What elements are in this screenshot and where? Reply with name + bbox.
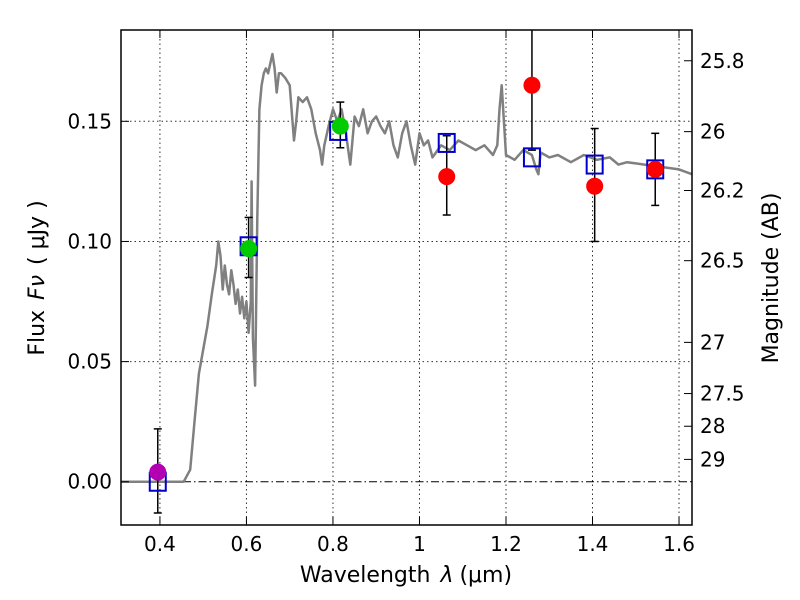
x-axis-title: Wavelength λ (μm) [300, 563, 512, 588]
y-axis-title-text: Flux [25, 310, 50, 356]
magnitude-tick-label: 26 [700, 120, 725, 144]
observed-photometry-markers [149, 76, 664, 481]
magnitude-tick-label: 27.5 [700, 382, 745, 406]
plot-area [121, 30, 692, 514]
model-photometry-markers [148, 120, 665, 492]
magnitude-tick-label: 26.5 [700, 249, 745, 273]
observed-photometry-point [149, 463, 167, 481]
observed-photometry-point [523, 76, 541, 94]
observed-photometry-point [438, 168, 456, 186]
x-tick-label: 1.4 [577, 532, 609, 556]
x-tick-label: 0.4 [144, 532, 176, 556]
y-axis-ticks: 0.00 0.05 0.10 0.15 [67, 109, 129, 494]
y-axis-symbol: Fν [25, 275, 50, 300]
x-axis-symbol: λ [439, 563, 453, 588]
grid-lines [121, 30, 692, 525]
x-tick-label: 1 [413, 532, 426, 556]
plot-frame [120, 29, 693, 526]
magnitude-tick-label: 27 [700, 330, 725, 354]
y-tick-label: 0.05 [67, 350, 112, 374]
magnitude-axis-ticks: 25.8 26 26.2 26.5 27 27.5 28 29 [684, 49, 745, 471]
x-axis-ticks: 0.4 0.6 0.8 1 1.2 1.4 1.6 [144, 30, 695, 556]
observed-photometry-point [586, 177, 604, 195]
y-tick-label: 0.10 [67, 229, 112, 253]
model-spectrum-line [121, 52, 692, 483]
magnitude-axis-title: Magnitude (AB) [759, 193, 784, 364]
x-tick-label: 0.6 [231, 532, 263, 556]
x-axis-unit: (μm) [459, 563, 512, 588]
model-photometry-square [585, 154, 604, 175]
observed-photometry-point [331, 117, 349, 135]
magnitude-tick-label: 29 [700, 447, 725, 471]
y-tick-label: 0.00 [67, 470, 112, 494]
y-tick-label: 0.15 [67, 109, 112, 133]
model-photometry-square [437, 132, 456, 153]
magnitude-tick-label: 25.8 [700, 49, 745, 73]
x-axis-title-text: Wavelength [300, 563, 431, 588]
magnitude-tick-label: 28 [700, 414, 725, 438]
magnitude-tick-label: 26.2 [700, 179, 745, 203]
x-tick-label: 1.6 [663, 532, 695, 556]
model-photometry-square [522, 147, 541, 168]
observed-photometry-point [646, 160, 664, 178]
observed-photometry-point [240, 240, 258, 258]
y-axis-unit: ( μJy ) [25, 200, 50, 265]
error-bars [153, 30, 660, 514]
x-tick-label: 0.8 [317, 532, 349, 556]
y-axis-title: Flux Fν ( μJy ) [25, 200, 50, 355]
x-tick-label: 1.2 [490, 532, 522, 556]
